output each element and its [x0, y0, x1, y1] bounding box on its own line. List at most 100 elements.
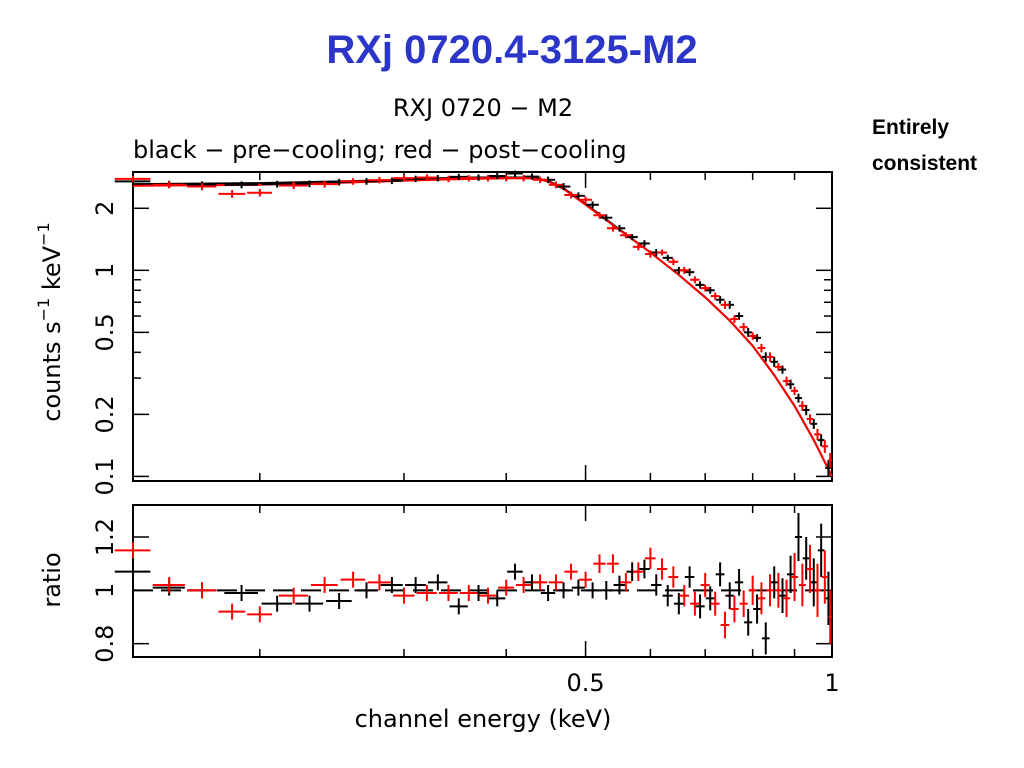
ratio-data-point [814, 563, 821, 617]
ratio-data-point [806, 545, 814, 593]
spectrum-data-point [794, 393, 802, 403]
ratio-data-point [757, 582, 766, 615]
spectrum-data-point [710, 292, 720, 300]
ratio-data-point [311, 577, 338, 593]
ratio-frame [132, 504, 833, 658]
ratio-data-point [828, 590, 832, 644]
spectrum-data-point [556, 183, 571, 191]
ratio-data-point [459, 585, 478, 601]
ratio-data-point [817, 523, 825, 577]
spectrum-data-point [438, 175, 458, 183]
ratio-data-point [278, 587, 308, 604]
spectrum-data-point [261, 180, 293, 188]
spectrum-data-point [638, 240, 650, 247]
ratio-data-point [798, 563, 806, 607]
spectrum-data-point [152, 181, 185, 189]
spectrum-data-point [479, 175, 497, 182]
model-line [132, 176, 833, 477]
spectrum-data-point [757, 343, 766, 353]
ratio-data-point [715, 562, 725, 587]
spectrum-data-point [690, 276, 700, 284]
x-tick-label: 1 [824, 669, 839, 697]
ratio-data-point [416, 585, 437, 601]
ratio-data-point [579, 571, 592, 588]
ratio-data-point [261, 595, 293, 612]
ratio-data-point [498, 579, 515, 596]
spectrum-y-tick-label: 1 [91, 263, 119, 278]
ratio-data-point [638, 559, 650, 579]
ratio-data-point [600, 581, 613, 600]
model-line [132, 177, 833, 477]
ratio-data-point [725, 582, 734, 609]
ratio-data-point [720, 611, 730, 639]
spectrum-panel: 0.1 0.2 0.5 1 2 [91, 170, 833, 495]
spectrum-data-point [488, 172, 506, 180]
ratio-data-point [548, 574, 563, 591]
ratio-data-point [695, 594, 705, 619]
spectrum-data-point [656, 249, 668, 256]
ratio-data-point [821, 550, 829, 604]
spectrum-data-point [748, 332, 757, 340]
spectrum-data-point [620, 232, 632, 239]
spectrum-data-point [802, 405, 810, 416]
ratio-data-point [556, 582, 571, 599]
spectrum-data-point [393, 175, 415, 182]
x-tick-label: 0.5 [566, 669, 604, 697]
slide-title: RXj 0720.4-3125-M2 [326, 28, 698, 72]
ratio-data-point [613, 575, 626, 595]
ratio-data-point [668, 566, 679, 588]
ratio-data-point [380, 577, 403, 593]
spectrum-data-point [753, 334, 762, 342]
spectrum-data-point [600, 214, 613, 222]
ratio-data-point [786, 555, 795, 593]
ratio-data-point [632, 562, 644, 581]
spectrum-data-point [645, 250, 656, 258]
spectrum-data-point [311, 180, 338, 188]
ratio-data-point [354, 582, 379, 599]
ratio-data-point [753, 594, 762, 624]
ratio-data-point [739, 590, 748, 617]
spectrum-data-point [218, 190, 246, 198]
ratio-data-point [224, 585, 259, 601]
ratio-data-point [679, 585, 690, 607]
spectrum-data-point [695, 281, 705, 289]
ratio-data-point [761, 622, 770, 655]
ratio-data-point [488, 590, 506, 607]
spectrum-data-point [715, 296, 725, 304]
spectrum-data-point [810, 418, 818, 429]
ratio-data-point [326, 593, 352, 609]
spectrum-data-point [814, 428, 821, 441]
ratio-data-point [778, 578, 787, 613]
spectrum-data-point [187, 183, 217, 191]
ratio-data-point [438, 585, 458, 601]
spectrum-data-point [778, 365, 787, 374]
spectrum-data-point [739, 323, 748, 332]
ratio-data-point [790, 553, 799, 601]
spectrum-data-point [564, 191, 578, 199]
spectrum-frame [132, 171, 833, 482]
spectrum-data-point [416, 174, 437, 181]
spectrum-data-point [782, 376, 791, 386]
spectrum-data-point [278, 182, 308, 190]
ratio-y-label: ratio [38, 552, 66, 607]
spectrum-y-tick-label: 2 [91, 201, 119, 216]
spectrum-data-point [367, 176, 391, 184]
y-label-part: counts s [38, 321, 66, 421]
ratio-data-point [367, 574, 391, 591]
ratio-data-point [515, 577, 532, 593]
spectrum-data-point [224, 181, 259, 189]
spectrum-data-point [730, 315, 739, 324]
spectrum-data-point [632, 243, 644, 251]
spectrum-data-point [700, 284, 710, 292]
ratio-data-point [690, 591, 700, 616]
ratio-data-point [449, 598, 468, 615]
spectrum-data-point [766, 352, 774, 362]
ratio-data-point [810, 558, 818, 607]
ratio-data-point [247, 606, 273, 623]
spectrum-data-point [806, 414, 814, 424]
ratio-y-tick-label: 1 [91, 583, 119, 598]
side-note-line: Entirely [872, 116, 950, 139]
spectrum-data-point [798, 401, 806, 411]
ratio-data-point [540, 585, 556, 601]
